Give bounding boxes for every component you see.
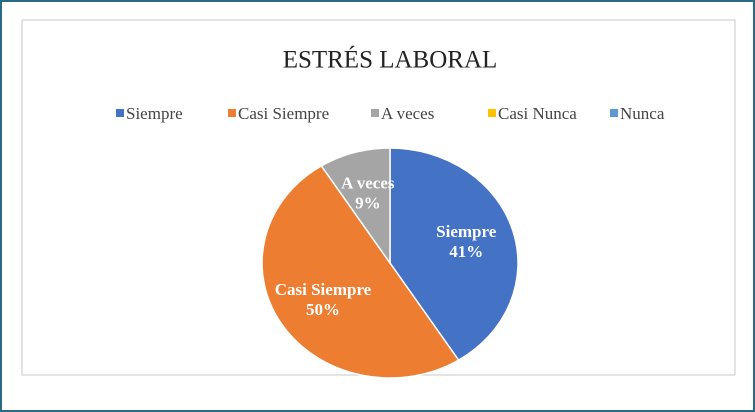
pie-slice [261, 164, 460, 379]
legend-label: Siempre [126, 104, 183, 123]
legend-swatch [116, 109, 124, 117]
legend-swatch [228, 109, 236, 117]
legend-swatch [371, 109, 379, 117]
legend-swatch [488, 109, 496, 117]
legend-label: Casi Siempre [238, 104, 329, 123]
data-label: 50% [306, 300, 340, 319]
pie-slice [320, 147, 391, 266]
legend-label: A veces [381, 104, 434, 123]
data-label: 41% [449, 242, 483, 261]
slice-category: Casi Siempre [275, 280, 372, 299]
slice-category: Siempre [436, 222, 497, 241]
legend-swatch [610, 109, 618, 117]
slice-category: A veces [341, 173, 395, 192]
data-label: 9% [355, 193, 381, 212]
legend-label: Casi Nunca [498, 104, 577, 123]
legend-label: Nunca [620, 104, 665, 123]
chart-title: ESTRÉS LABORAL [283, 46, 498, 74]
